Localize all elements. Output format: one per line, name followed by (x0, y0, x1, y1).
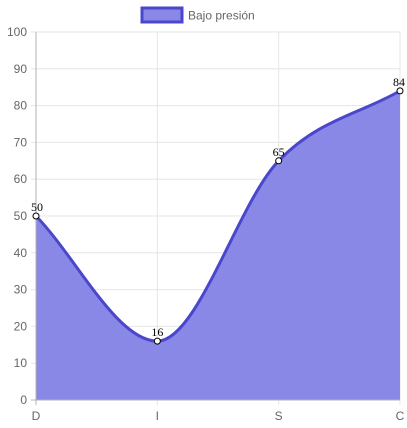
x-tick-label: D (32, 409, 41, 423)
y-tick-label: 100 (7, 25, 27, 39)
y-tick-label: 20 (14, 319, 28, 333)
y-tick-label: 80 (14, 99, 28, 113)
y-tick-label: 90 (14, 62, 28, 76)
y-tick-label: 40 (14, 246, 28, 260)
data-label: 16 (151, 325, 163, 339)
data-point[interactable] (275, 157, 283, 165)
data-label: 50 (31, 200, 43, 214)
legend-label[interactable]: Bajo presión (188, 9, 255, 23)
series-area-layer (34, 89, 402, 400)
data-point[interactable] (396, 87, 404, 95)
data-labels: 50 16 65 84 (31, 75, 405, 339)
x-tick-label: S (275, 409, 283, 423)
series-points (32, 87, 404, 345)
y-tick-label: 60 (14, 172, 28, 186)
legend[interactable]: Bajo presión (140, 6, 255, 24)
x-tick-label: C (396, 409, 405, 423)
y-axis-ticks: 0 10 20 30 40 50 60 70 80 90 100 (7, 25, 27, 407)
y-tick-label: 30 (14, 283, 28, 297)
y-tick-label: 10 (14, 356, 28, 370)
data-label: 65 (273, 145, 285, 159)
x-tick-label: I (156, 409, 159, 423)
data-label: 84 (393, 75, 405, 89)
y-tick-label: 70 (14, 135, 28, 149)
data-point[interactable] (32, 212, 40, 220)
legend-swatch[interactable] (140, 6, 184, 24)
y-tick-label: 50 (14, 209, 28, 223)
data-point[interactable] (153, 337, 161, 345)
series-area-fill (36, 90, 400, 400)
series-line (34, 89, 402, 343)
y-tick-label: 0 (20, 393, 27, 407)
